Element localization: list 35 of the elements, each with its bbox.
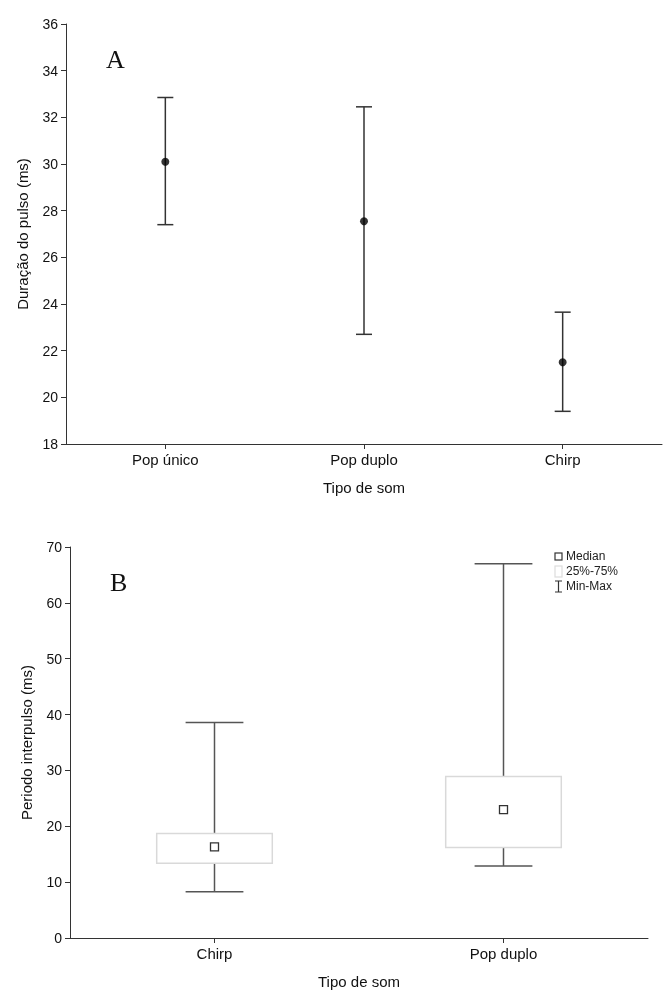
y-tick-label: 20: [46, 818, 63, 835]
x-axis-title: Tipo de som: [323, 479, 405, 496]
annotation: Min-Max: [565, 579, 612, 594]
y-axis-title: Periodo interpulso (ms): [18, 664, 35, 821]
y-tick-label: 30: [46, 762, 63, 779]
y-tick-label: 24: [42, 296, 59, 312]
x-tick-label: Pop duplo: [469, 945, 538, 962]
y-tick-label: 26: [42, 249, 59, 266]
y-tick-label: 60: [46, 594, 63, 611]
x-tick-label: Chirp: [544, 451, 581, 468]
y-axis-title: Duração do pulso (ms): [14, 158, 31, 310]
y-tick-label: 34: [42, 62, 59, 79]
y-tick-label: 20: [42, 389, 59, 406]
y-tick-label: 10: [46, 874, 63, 891]
x-tick-label: Pop duplo: [330, 451, 398, 468]
y-tick-label: 0: [54, 930, 63, 946]
point: [360, 217, 368, 226]
y-tick-label: 40: [46, 706, 63, 723]
y-tick-label: 50: [46, 650, 63, 667]
y-tick-label: 22: [42, 342, 59, 359]
annotation: Median: [565, 549, 606, 564]
y-tick-label: 36: [42, 16, 59, 32]
annotation: A: [106, 44, 125, 74]
point: [161, 157, 170, 166]
annotation: 25%-75%: [565, 564, 618, 579]
y-tick-label: 70: [46, 539, 63, 555]
y-tick-label: 18: [42, 436, 59, 452]
y-tick-label: 28: [42, 202, 59, 219]
x-tick-label: Pop único: [131, 451, 199, 468]
annotation: B: [110, 567, 128, 597]
x-axis-title: Tipo de som: [318, 973, 400, 990]
y-tick-label: 30: [42, 156, 59, 172]
x-tick-label: Chirp: [196, 945, 233, 962]
point: [558, 358, 567, 367]
y-tick-label: 32: [42, 109, 59, 126]
